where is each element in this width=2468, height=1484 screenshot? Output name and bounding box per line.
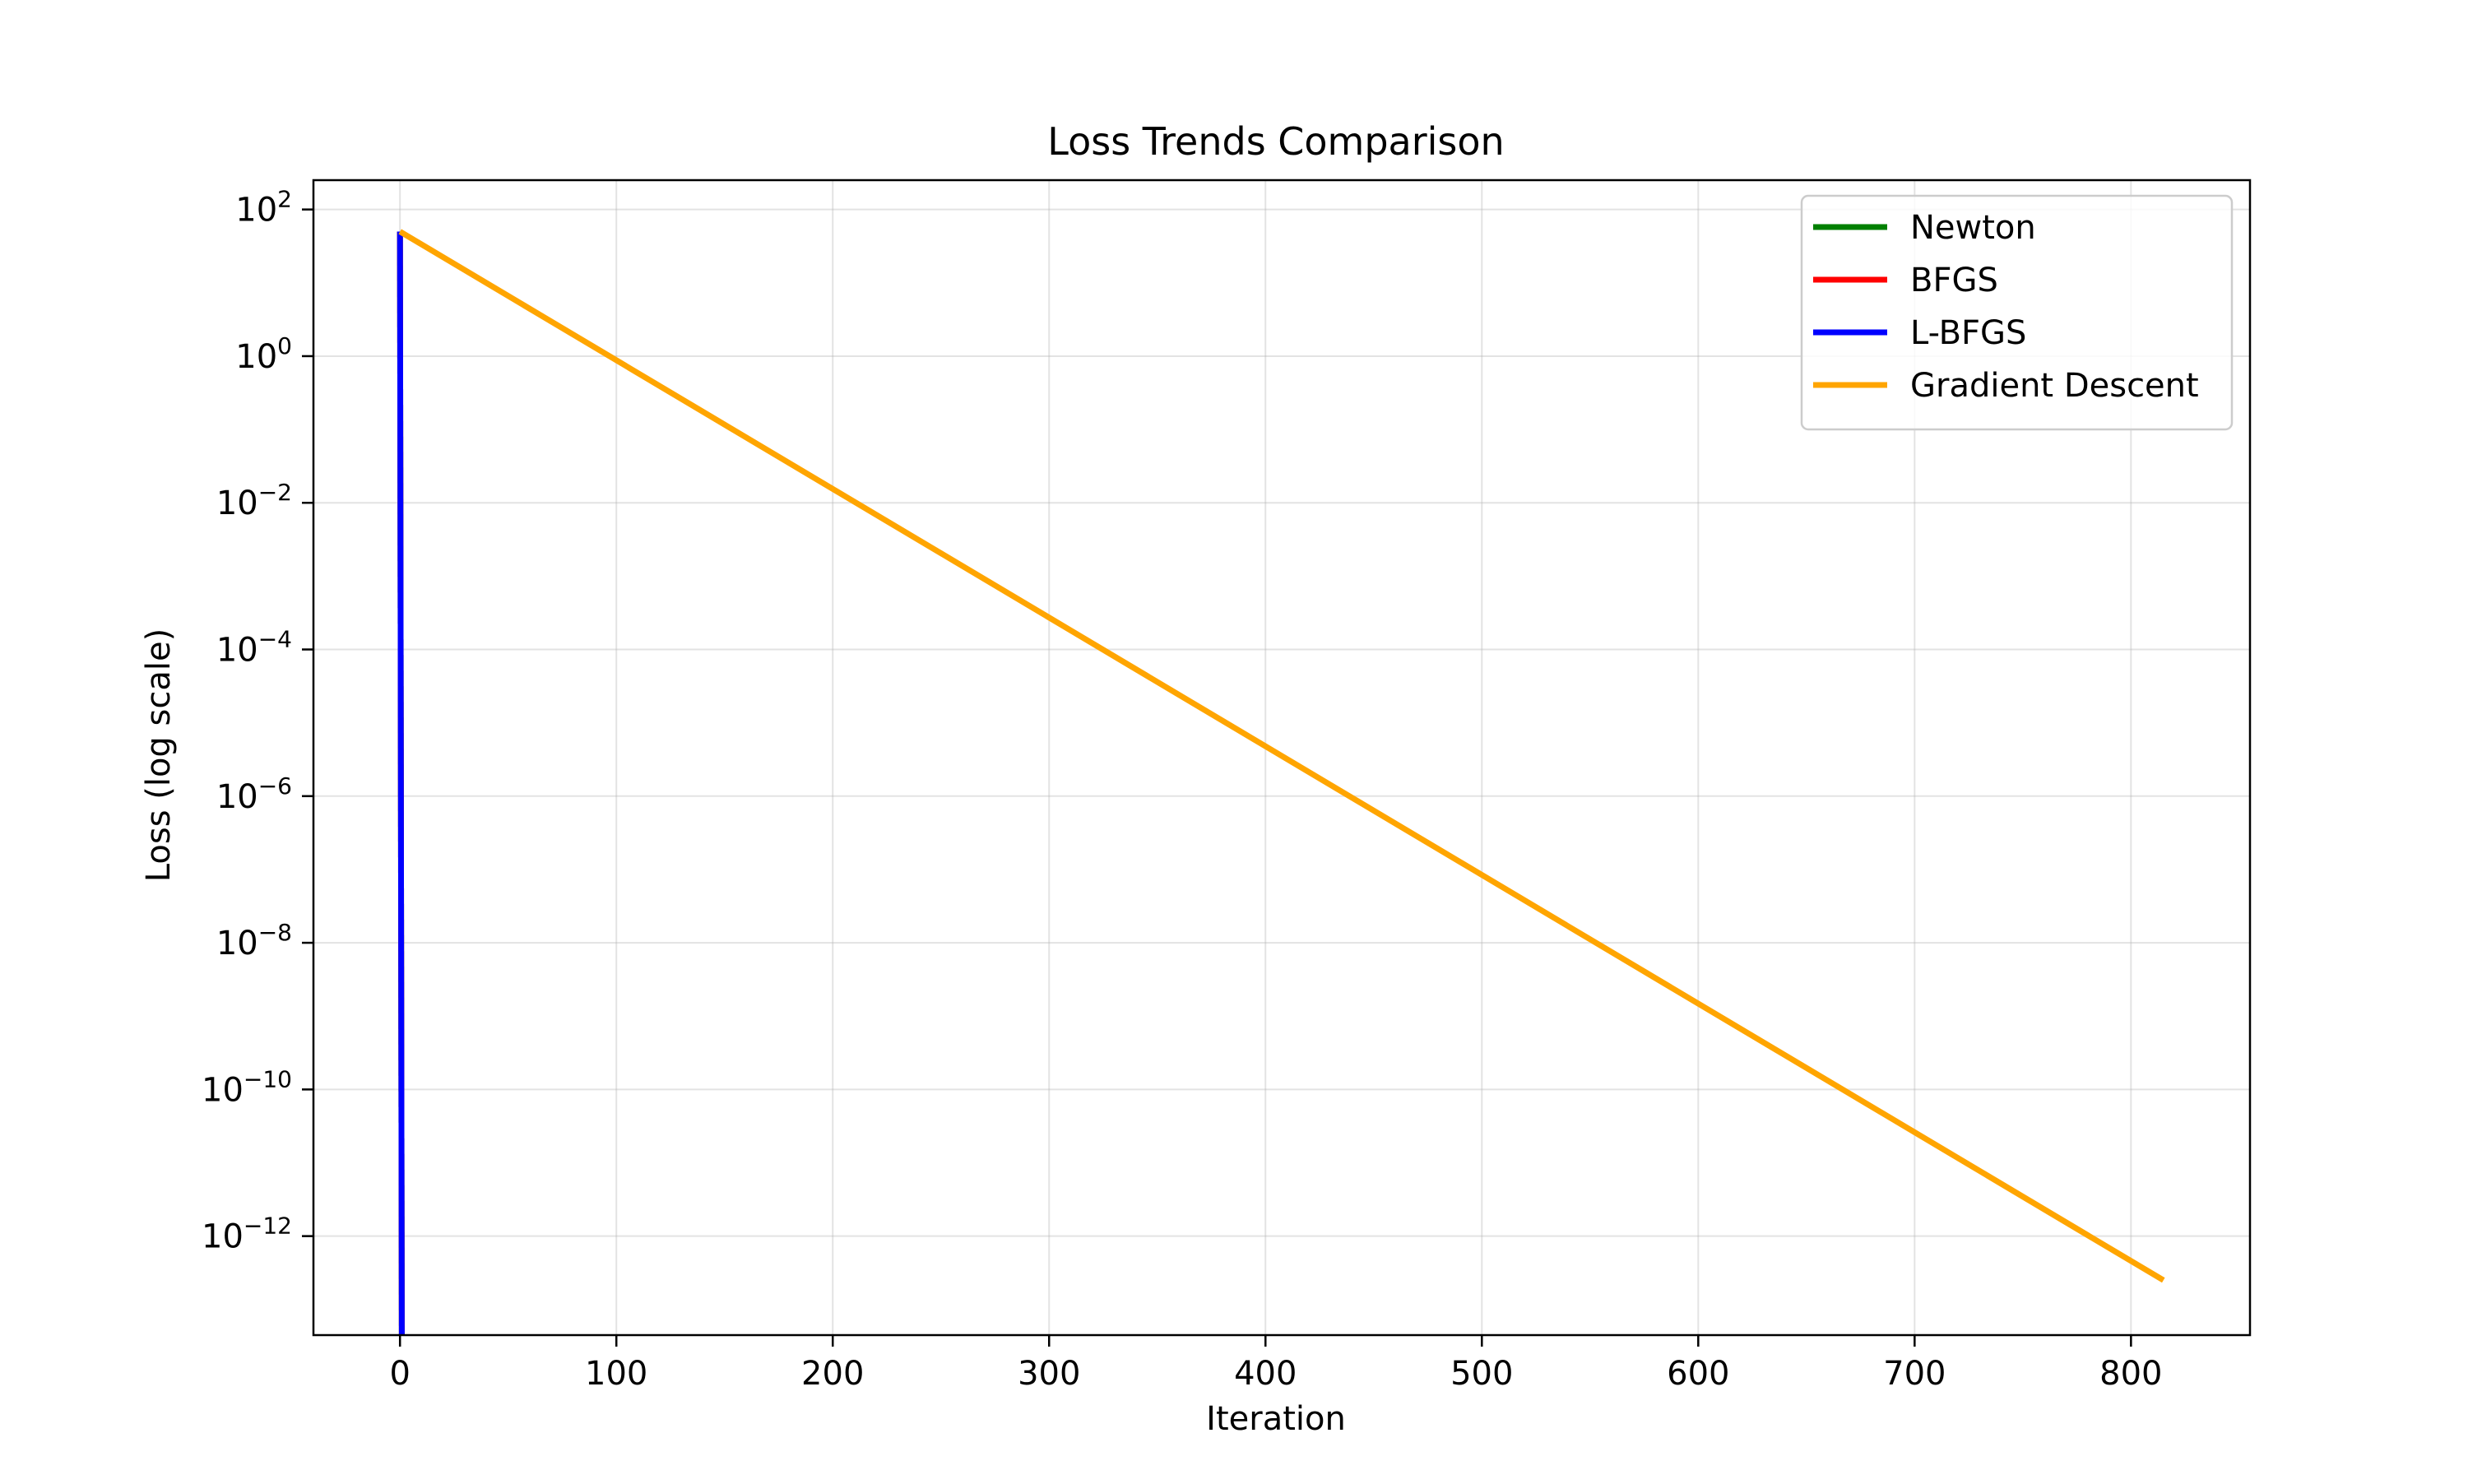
x-tick-label: 600 — [1667, 1355, 1729, 1393]
legend-box — [1800, 194, 2234, 431]
y-tick-label: 10−10 — [202, 1065, 292, 1109]
y-axis-ticks: 102 100 10−2 10−4 10−6 10−8 10−10 10−12 — [202, 186, 313, 1256]
x-tick-label: 0 — [389, 1355, 410, 1393]
y-tick-label: 10−8 — [216, 919, 292, 962]
x-axis-ticks: 0 100 200 300 400 500 600 700 800 — [389, 1335, 2163, 1393]
y-tick-label: 102 — [235, 186, 292, 230]
plot-frame — [312, 179, 2252, 1337]
series-line-gradient-descent — [398, 229, 2165, 1283]
x-tick-label: 100 — [585, 1355, 647, 1393]
legend-label: Newton — [1910, 209, 2036, 247]
legend-label: Gradient Descent — [1910, 367, 2199, 405]
x-tick-label: 800 — [2099, 1355, 2162, 1393]
y-tick-label: 10−2 — [216, 479, 292, 522]
plot-lines — [397, 229, 2165, 1335]
x-tick-label: 200 — [801, 1355, 864, 1393]
legend-label: BFGS — [1910, 262, 1998, 299]
y-tick-label: 10−4 — [216, 626, 292, 670]
y-tick-label: 10−6 — [216, 772, 292, 816]
series-line-l-bfgs — [397, 231, 405, 1335]
x-tick-label: 300 — [1018, 1355, 1080, 1393]
x-tick-label: 500 — [1450, 1355, 1513, 1393]
y-tick-label: 10−12 — [202, 1213, 292, 1256]
x-tick-label: 400 — [1234, 1355, 1297, 1393]
x-tick-label: 700 — [1883, 1355, 1946, 1393]
legend: Newton BFGS L-BFGS Gradient Descent — [1800, 194, 2234, 431]
grid — [313, 180, 2250, 1335]
y-axis-label: Loss (log scale) — [140, 628, 178, 882]
chart-title: Loss Trends Comparison — [1047, 119, 1504, 164]
legend-label: L-BFGS — [1910, 314, 2026, 352]
y-tick-label: 100 — [235, 332, 292, 376]
x-axis-label: Iteration — [1206, 1400, 1346, 1438]
